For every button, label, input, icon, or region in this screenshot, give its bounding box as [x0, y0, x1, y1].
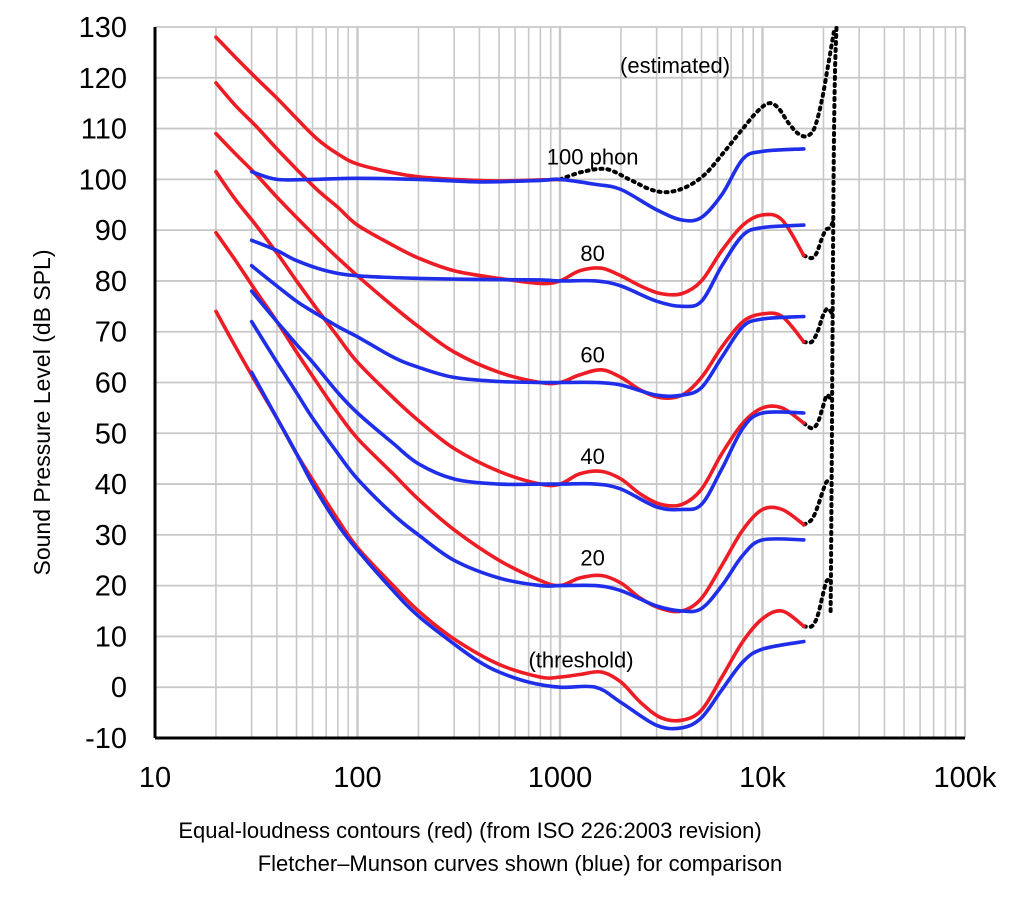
y-tick-label: 30: [95, 520, 127, 552]
y-tick-label: 120: [79, 63, 127, 95]
curve-annotation: 60: [580, 343, 604, 368]
y-tick-label: 20: [95, 571, 127, 603]
iso-curve-2: [214, 131, 806, 401]
iso-curve-0: [214, 35, 562, 183]
x-tick-label: 100: [333, 762, 381, 794]
x-tick-label: 10: [139, 762, 171, 794]
curve-annotation: (estimated): [620, 53, 730, 78]
estimated-curve-2: [801, 306, 835, 345]
estimated-curve-0: [558, 30, 836, 195]
estimated-curve-5: [801, 578, 833, 630]
fletcher-curve-1: [249, 223, 806, 309]
iso-curve-1: [214, 81, 806, 297]
x-tick-label: 100k: [934, 762, 997, 794]
fletcher-curve-4: [249, 319, 806, 614]
estimated-curve-1: [801, 218, 836, 261]
curve-annotation: 100 phon: [547, 145, 639, 170]
curve-annotation: 80: [580, 241, 604, 266]
curve-annotation: (threshold): [528, 647, 633, 672]
y-tick-label: -10: [85, 723, 127, 755]
x-tick-label: 10k: [739, 762, 786, 794]
annotations: (estimated) 100 phon 80 60 40 20 (threshold): [528, 53, 730, 672]
y-axis-label: Sound Pressure Level (dB SPL): [29, 249, 55, 575]
y-tick-label: 40: [95, 469, 127, 501]
iso-curve-3: [214, 169, 806, 508]
y-tick-label: 100: [79, 164, 127, 196]
estimated-curve-4: [801, 479, 833, 527]
axes: [153, 27, 965, 740]
y-tick-label: 110: [81, 114, 127, 146]
curve-annotation: 40: [580, 444, 604, 469]
y-tick-label: 0: [111, 672, 127, 704]
y-tick-label: 60: [95, 368, 127, 400]
estimated-curve-6: [828, 25, 839, 613]
caption-line-2: Fletcher–Munson curves shown (blue) for …: [258, 851, 783, 876]
y-tick-label: 130: [79, 12, 127, 44]
iso-curve-5: [214, 309, 806, 723]
fletcher-curve-0: [249, 147, 806, 223]
fletcher-curve-3: [249, 289, 806, 512]
y-tick-label: 70: [95, 317, 127, 349]
y-tick-label: 50: [95, 418, 127, 450]
x-tick-labels: 10 100 1000 10k 100k: [139, 762, 997, 794]
curve-annotation: 20: [580, 546, 604, 571]
fletcher-curve-5: [249, 370, 806, 731]
x-tick-label: 1000: [528, 762, 593, 794]
caption-line-1: Equal-loudness contours (red) (from ISO …: [178, 818, 761, 843]
grid: [153, 26, 967, 739]
series-group: [214, 25, 839, 731]
y-tick-label: 10: [95, 621, 127, 653]
y-tick-label: 80: [95, 266, 127, 298]
estimated-curve-3: [801, 393, 833, 431]
y-tick-label: 90: [95, 215, 127, 247]
fletcher-curve-2: [249, 263, 806, 399]
